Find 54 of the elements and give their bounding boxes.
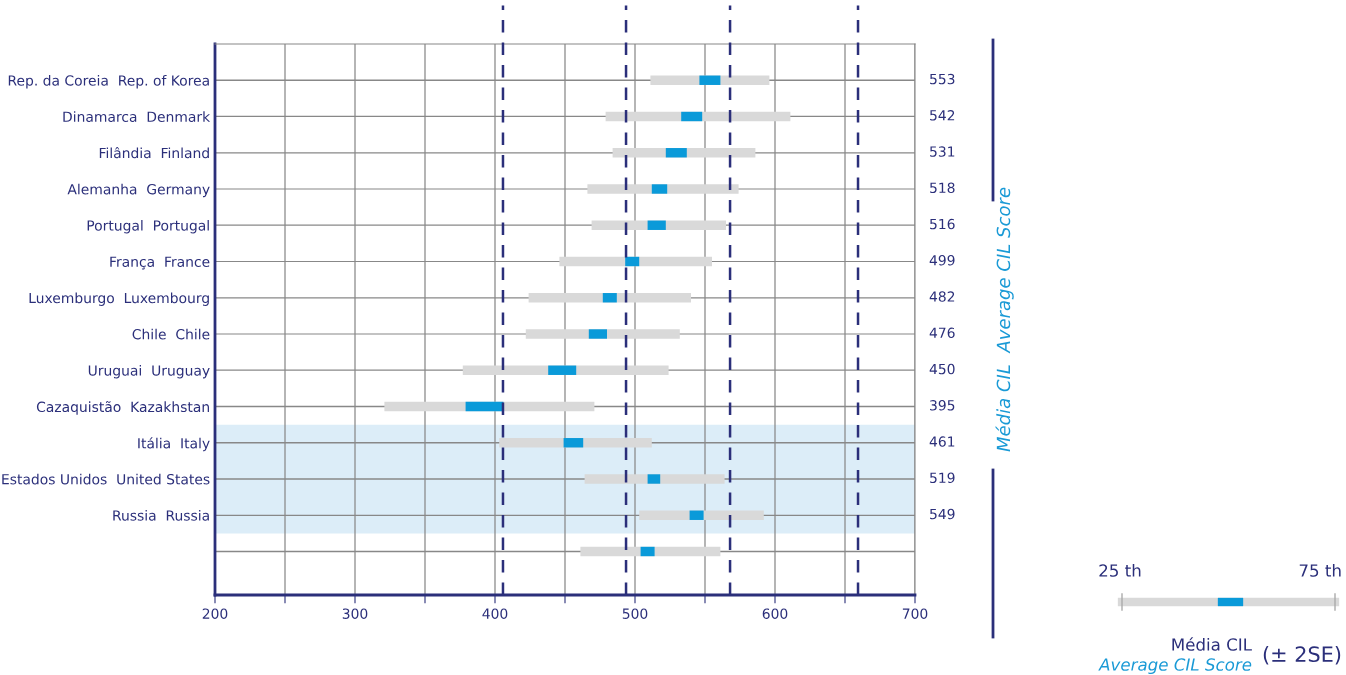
bar [559, 256, 712, 267]
y-tick-label: França France [110, 256, 210, 270]
x-tick-label: 300 [342, 608, 368, 619]
text: 542 [930, 110, 955, 121]
text: 450 [929, 363, 955, 375]
bar [647, 220, 666, 230]
text: 518 [930, 182, 955, 194]
y-tick-label: Itália Italy [138, 437, 210, 452]
x-tick-label: 700 [902, 608, 928, 619]
bar [528, 293, 691, 303]
text: 519 [930, 472, 955, 484]
text: 476 [929, 327, 955, 339]
bar [602, 293, 617, 303]
x-tick-label: 500 [622, 608, 648, 619]
text: 75 th [1299, 563, 1341, 577]
y2-axis-title: Média CIL Average CIL Score [995, 187, 1014, 452]
bar [647, 474, 661, 484]
bar [625, 256, 640, 267]
text: 499 [929, 255, 955, 266]
text: Average CIL Score [1098, 658, 1252, 675]
bar [563, 438, 584, 448]
text: 531 [930, 146, 955, 157]
bar [665, 148, 687, 158]
bar [548, 365, 577, 375]
text: 461 [929, 436, 955, 447]
y-tick-label: Uruguai Uruguay [88, 364, 210, 379]
bar [699, 75, 721, 85]
y-tick-label: Luxemburgo Luxembourg [29, 292, 209, 306]
text: (± 2SE) [1263, 645, 1341, 665]
text: 395 [930, 400, 955, 411]
bar [584, 474, 725, 484]
y-tick-label: Filândia Finland [99, 146, 209, 159]
bar [651, 184, 668, 194]
text: Média CIL [1172, 637, 1252, 651]
y-tick-label: Alemanha Germany [67, 183, 210, 198]
x-tick-label: 200 [202, 608, 228, 619]
bar [689, 510, 704, 520]
y-tick-label: Chile Chile [132, 328, 210, 340]
y-tick-label: Dinamarca Denmark [63, 111, 211, 122]
y-tick-label: Rep. da Coreia Rep. of Korea [8, 74, 209, 89]
y-tick-label: Estados Unidos United States [2, 473, 210, 485]
bar [681, 111, 703, 122]
text: 516 [930, 218, 955, 230]
text: 25 th [1099, 563, 1141, 577]
x-tick-label: 600 [762, 608, 788, 619]
bar [640, 546, 655, 557]
y-tick-label: Cazaquistão Kazakhstan [36, 401, 209, 415]
text: 553 [930, 73, 955, 85]
bar [465, 401, 504, 412]
text: 549 [930, 508, 955, 520]
y-tick-label: Russia Russia [113, 509, 209, 521]
text: 482 [929, 291, 955, 302]
x-tick-label: 400 [482, 608, 508, 619]
y-tick-label: Portugal Portugal [87, 219, 209, 234]
